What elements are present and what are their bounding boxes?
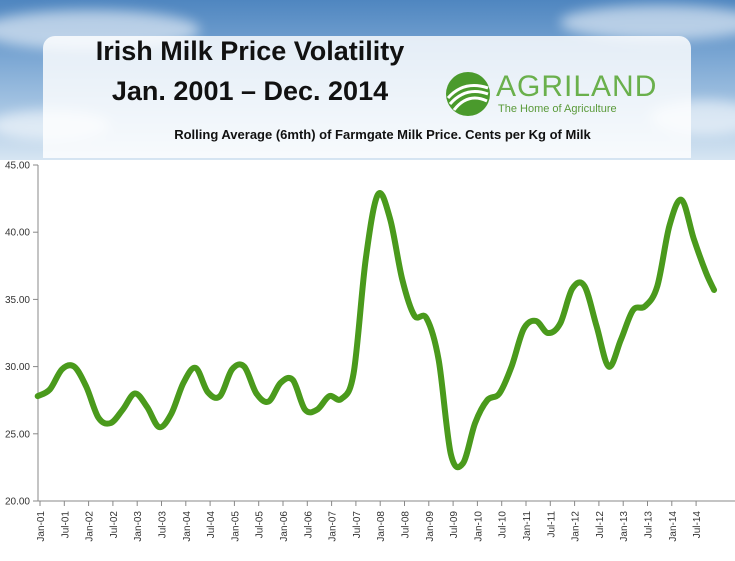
x-tick-label: Jul-14: [692, 511, 703, 539]
x-tick-label: Jan-12: [571, 511, 582, 542]
x-tick-label: Jul-10: [498, 511, 509, 539]
chart-subtitle: Rolling Average (6mth) of Farmgate Milk …: [174, 127, 591, 142]
logo-word: AGRILAND: [496, 70, 658, 103]
x-tick-label: Jul-01: [60, 511, 71, 539]
x-tick-label: Jul-08: [401, 511, 412, 539]
x-tick-label: Jul-04: [206, 511, 217, 539]
y-axis-ticks: 20.00 25.00 30.00 35.00 40.00 45.00: [5, 161, 38, 508]
x-tick-label: Jan-11: [522, 511, 533, 541]
x-tick-label: Jan-09: [425, 511, 436, 542]
milk-price-line: [34, 190, 718, 471]
x-tick-label: Jul-05: [255, 511, 266, 539]
agriland-logo: AGRILAND The Home of Agriculture: [444, 70, 664, 118]
header-card: [43, 36, 691, 158]
y-tick-label: 25.00: [5, 429, 30, 440]
x-tick-label: Jan-07: [328, 511, 339, 542]
x-tick-label: Jan-04: [182, 511, 193, 542]
x-tick-label: Jul-07: [352, 511, 363, 539]
y-tick-label: 45.00: [5, 161, 30, 172]
x-tick-label: Jul-03: [158, 511, 169, 539]
y-tick-label: 35.00: [5, 295, 30, 306]
x-tick-label: Jan-02: [85, 511, 96, 542]
x-tick-label: Jan-03: [133, 511, 144, 542]
logo-tagline: The Home of Agriculture: [498, 103, 617, 115]
x-tick-label: Jul-02: [109, 511, 120, 539]
agriland-leaf-icon: [446, 72, 490, 116]
x-tick-label: Jan-14: [668, 511, 679, 542]
x-tick-label: Jan-10: [473, 511, 484, 542]
chart-axes: [37, 165, 735, 502]
date-range-title: Jan. 2001 – Dec. 2014: [111, 76, 389, 106]
y-tick-label: 30.00: [5, 362, 30, 373]
x-tick-label: Jan-13: [619, 511, 630, 542]
x-tick-label: Jan-01: [36, 511, 47, 542]
x-tick-label: Jul-06: [303, 511, 314, 539]
x-axis-ticks: Jan-01 Jul-01 Jan-02 Jul-02 Jan-03 Jul-03 Jan-…: [36, 501, 703, 542]
y-tick-label: 40.00: [5, 228, 30, 239]
milk-price-chart: 20.00 25.00 30.00 35.00 40.00 45.00 Jan-01 Jul…: [5, 161, 735, 542]
x-tick-label: Jul-12: [595, 511, 606, 539]
cloud: [560, 5, 735, 40]
x-tick-label: Jan-06: [279, 511, 290, 542]
y-tick-label: 20.00: [5, 497, 30, 508]
x-tick-label: Jan-05: [230, 511, 241, 542]
x-tick-label: Jul-13: [644, 511, 655, 539]
x-tick-label: Jul-11: [546, 511, 557, 538]
page-title: Irish Milk Price Volatility: [95, 36, 405, 66]
x-tick-label: Jul-09: [449, 511, 460, 539]
x-tick-label: Jan-08: [376, 511, 387, 542]
